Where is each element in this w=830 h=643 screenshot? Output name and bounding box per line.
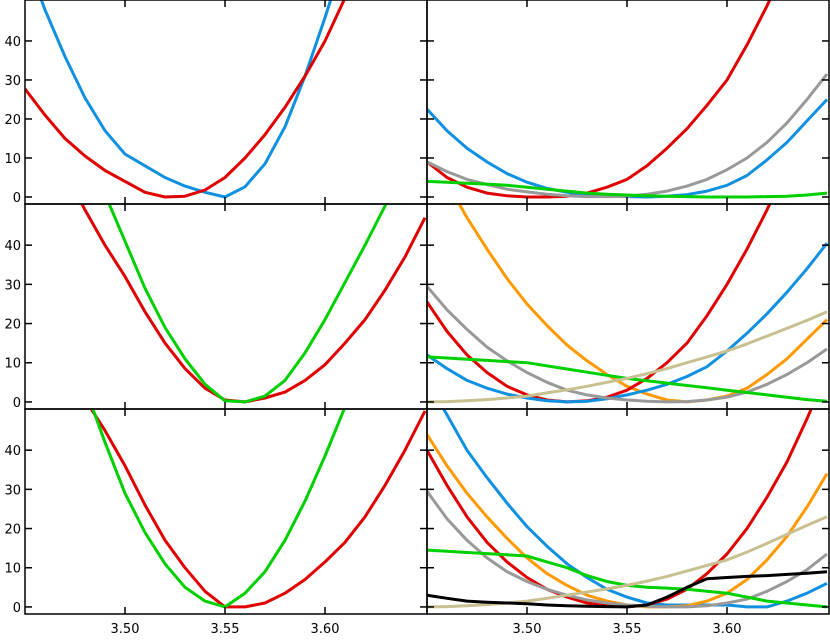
series-line-2 bbox=[107, 204, 388, 404]
series-line-2 bbox=[91, 409, 346, 609]
panel-frame bbox=[24, 0, 428, 205]
series-line-4 bbox=[427, 490, 828, 609]
y-tick-label: 0 bbox=[13, 601, 21, 616]
panel-middle-right bbox=[426, 203, 830, 410]
series-line-6 bbox=[427, 515, 828, 609]
y-tick-label: 40 bbox=[4, 239, 21, 254]
panel-top-left: 0 10 20 30 40 bbox=[4, 0, 428, 206]
panel-top-right bbox=[426, 0, 830, 205]
series-line-4 bbox=[427, 285, 828, 404]
y-tick-label: 30 bbox=[4, 278, 21, 293]
x-tick-label: 3.55 bbox=[613, 622, 642, 637]
y-tick-label: 10 bbox=[4, 562, 21, 577]
y-tick-label: 20 bbox=[4, 523, 21, 538]
series-line-7 bbox=[427, 570, 828, 609]
panel-bottom-right: 3.50 3.55 3.60 bbox=[426, 408, 830, 637]
y-tick-label: 20 bbox=[4, 318, 21, 333]
x-tick-label: 3.60 bbox=[311, 622, 340, 637]
series-line-1 bbox=[89, 409, 427, 609]
series-line-1 bbox=[427, 0, 772, 199]
y-tick-label: 10 bbox=[4, 357, 21, 372]
y-tick-label: 10 bbox=[4, 152, 21, 167]
series-line-2 bbox=[427, 433, 829, 609]
y-tick-label: 0 bbox=[13, 396, 21, 411]
series-line-3 bbox=[427, 242, 829, 404]
series-line-6 bbox=[427, 310, 828, 404]
y-tick-label: 30 bbox=[4, 74, 21, 89]
y-tick-label: 30 bbox=[4, 483, 21, 498]
y-tick-label: 40 bbox=[4, 444, 21, 459]
series-line-2 bbox=[427, 98, 829, 199]
series-line-1 bbox=[457, 204, 829, 404]
series-line-2 bbox=[25, 0, 346, 199]
panel-frame bbox=[426, 0, 830, 205]
x-tick-label: 3.50 bbox=[513, 622, 542, 637]
x-tick-label: 3.60 bbox=[713, 622, 742, 637]
panel-frame bbox=[426, 408, 830, 615]
y-tick-label: 40 bbox=[4, 35, 21, 50]
y-tick-label: 20 bbox=[4, 113, 21, 128]
series-line-2 bbox=[427, 204, 772, 404]
x-tick-label: 3.55 bbox=[211, 622, 240, 637]
x-tick-label: 3.50 bbox=[111, 622, 140, 637]
series-line-4 bbox=[427, 179, 828, 199]
series-line-1 bbox=[441, 409, 828, 609]
y-tick-label: 0 bbox=[13, 191, 21, 206]
series-line-1 bbox=[39, 0, 333, 199]
panel-frame bbox=[24, 203, 428, 410]
